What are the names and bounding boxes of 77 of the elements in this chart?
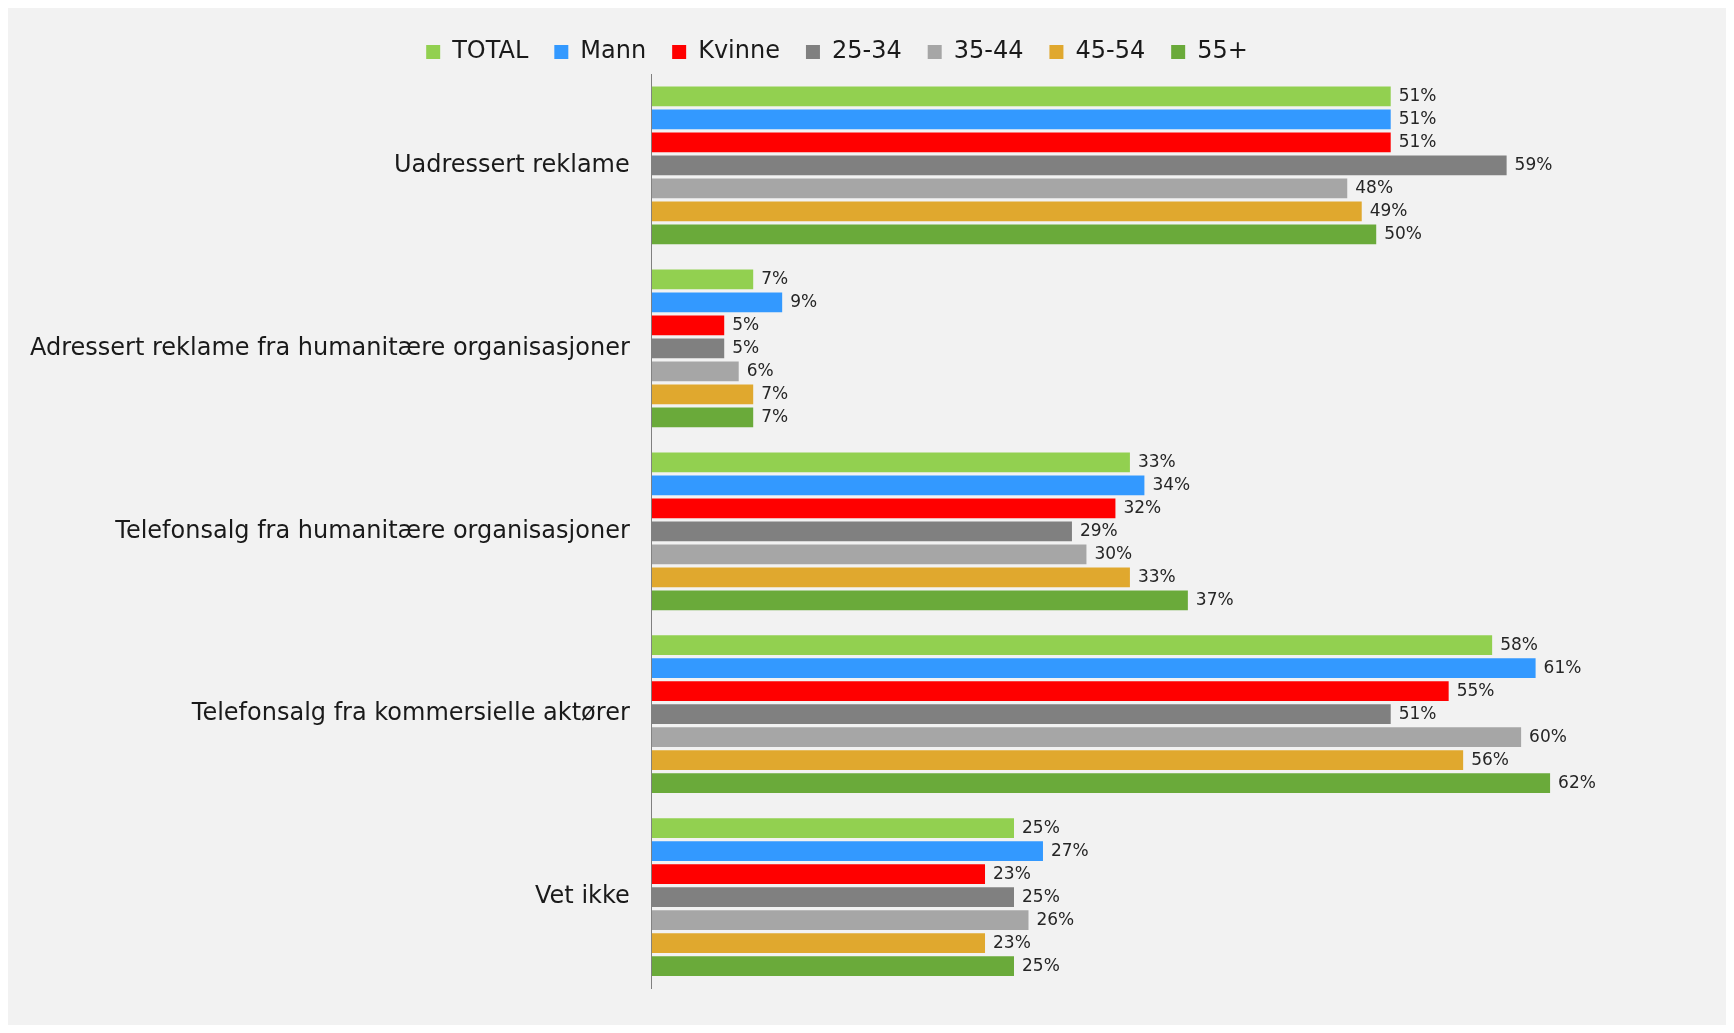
data-label: 56%	[1471, 748, 1509, 769]
bar	[651, 864, 986, 885]
data-label: 51%	[1398, 84, 1437, 105]
bar	[651, 773, 1551, 794]
bar	[651, 132, 1391, 153]
data-label: 50%	[1384, 222, 1423, 243]
data-label: 7%	[761, 267, 789, 288]
data-label: 7%	[761, 405, 789, 426]
y-tick-label: Uadressert reklame	[393, 149, 630, 178]
data-label: 59%	[1514, 153, 1553, 174]
data-label: 48%	[1355, 176, 1394, 197]
bar	[651, 567, 1130, 588]
data-label: 60%	[1529, 725, 1567, 746]
y-tick-label: Adressert reklame fra humanitære organisasjoner	[30, 332, 630, 361]
data-label: 27%	[1050, 839, 1089, 860]
bar	[651, 292, 783, 313]
bar	[651, 224, 1377, 245]
bar	[651, 750, 1464, 771]
legend-label: Mann	[580, 36, 647, 65]
bar	[651, 178, 1348, 199]
bar	[651, 269, 754, 290]
bar	[651, 407, 754, 428]
bar	[651, 498, 1116, 519]
data-label: 34%	[1152, 473, 1191, 494]
data-label: 51%	[1398, 107, 1437, 128]
data-label: 5%	[732, 313, 760, 334]
y-tick-label: Vet ikke	[535, 881, 630, 910]
data-label: 7%	[761, 382, 789, 403]
bar	[651, 361, 739, 382]
data-label: 30%	[1094, 542, 1133, 563]
data-label: 25%	[1022, 885, 1060, 906]
data-label: 25%	[1022, 816, 1060, 837]
data-label: 62%	[1558, 771, 1596, 792]
data-label: 25%	[1022, 954, 1060, 975]
data-label: 51%	[1398, 130, 1437, 151]
data-label: 49%	[1369, 199, 1408, 220]
legend-label: 35-44	[953, 36, 1024, 65]
legend-label: 25-34	[831, 36, 902, 65]
bar	[651, 86, 1391, 107]
bar	[651, 910, 1029, 931]
bar	[651, 544, 1087, 565]
data-label: 23%	[993, 862, 1031, 883]
data-label: 6%	[746, 359, 774, 380]
bar	[651, 727, 1522, 748]
bar	[651, 635, 1493, 656]
legend-label: 45-54	[1075, 36, 1146, 65]
bar	[651, 818, 1014, 839]
data-label: 51%	[1398, 702, 1437, 723]
data-label: 55%	[1456, 679, 1495, 700]
data-label: 29%	[1079, 519, 1118, 540]
data-label: 23%	[993, 931, 1031, 952]
data-label: 9%	[790, 290, 818, 311]
bar	[651, 841, 1043, 862]
bar	[651, 956, 1014, 977]
data-label: 61%	[1543, 656, 1582, 677]
data-label: 32%	[1123, 496, 1162, 517]
y-tick-label: Telefonsalg fra kommersielle aktører	[190, 698, 630, 727]
legend-label: TOTAL	[451, 36, 529, 65]
bar	[651, 452, 1130, 473]
data-label: 33%	[1137, 450, 1176, 471]
bar	[651, 109, 1391, 130]
data-label: 26%	[1036, 908, 1075, 929]
bar	[651, 384, 754, 405]
legend-label: 55+	[1197, 36, 1248, 65]
y-tick-label: Telefonsalg fra humanitære organisasjoner	[114, 515, 630, 544]
bar	[651, 933, 986, 954]
data-label: 33%	[1137, 565, 1176, 586]
legend-label: Kvinne	[698, 36, 780, 65]
bar	[651, 201, 1362, 222]
data-label: 37%	[1195, 588, 1234, 609]
data-label: 58%	[1500, 633, 1538, 654]
bar	[651, 590, 1188, 611]
bar	[651, 681, 1449, 702]
bar	[651, 315, 725, 336]
data-label: 5%	[732, 336, 760, 357]
bar	[651, 475, 1145, 496]
bar	[651, 658, 1536, 679]
